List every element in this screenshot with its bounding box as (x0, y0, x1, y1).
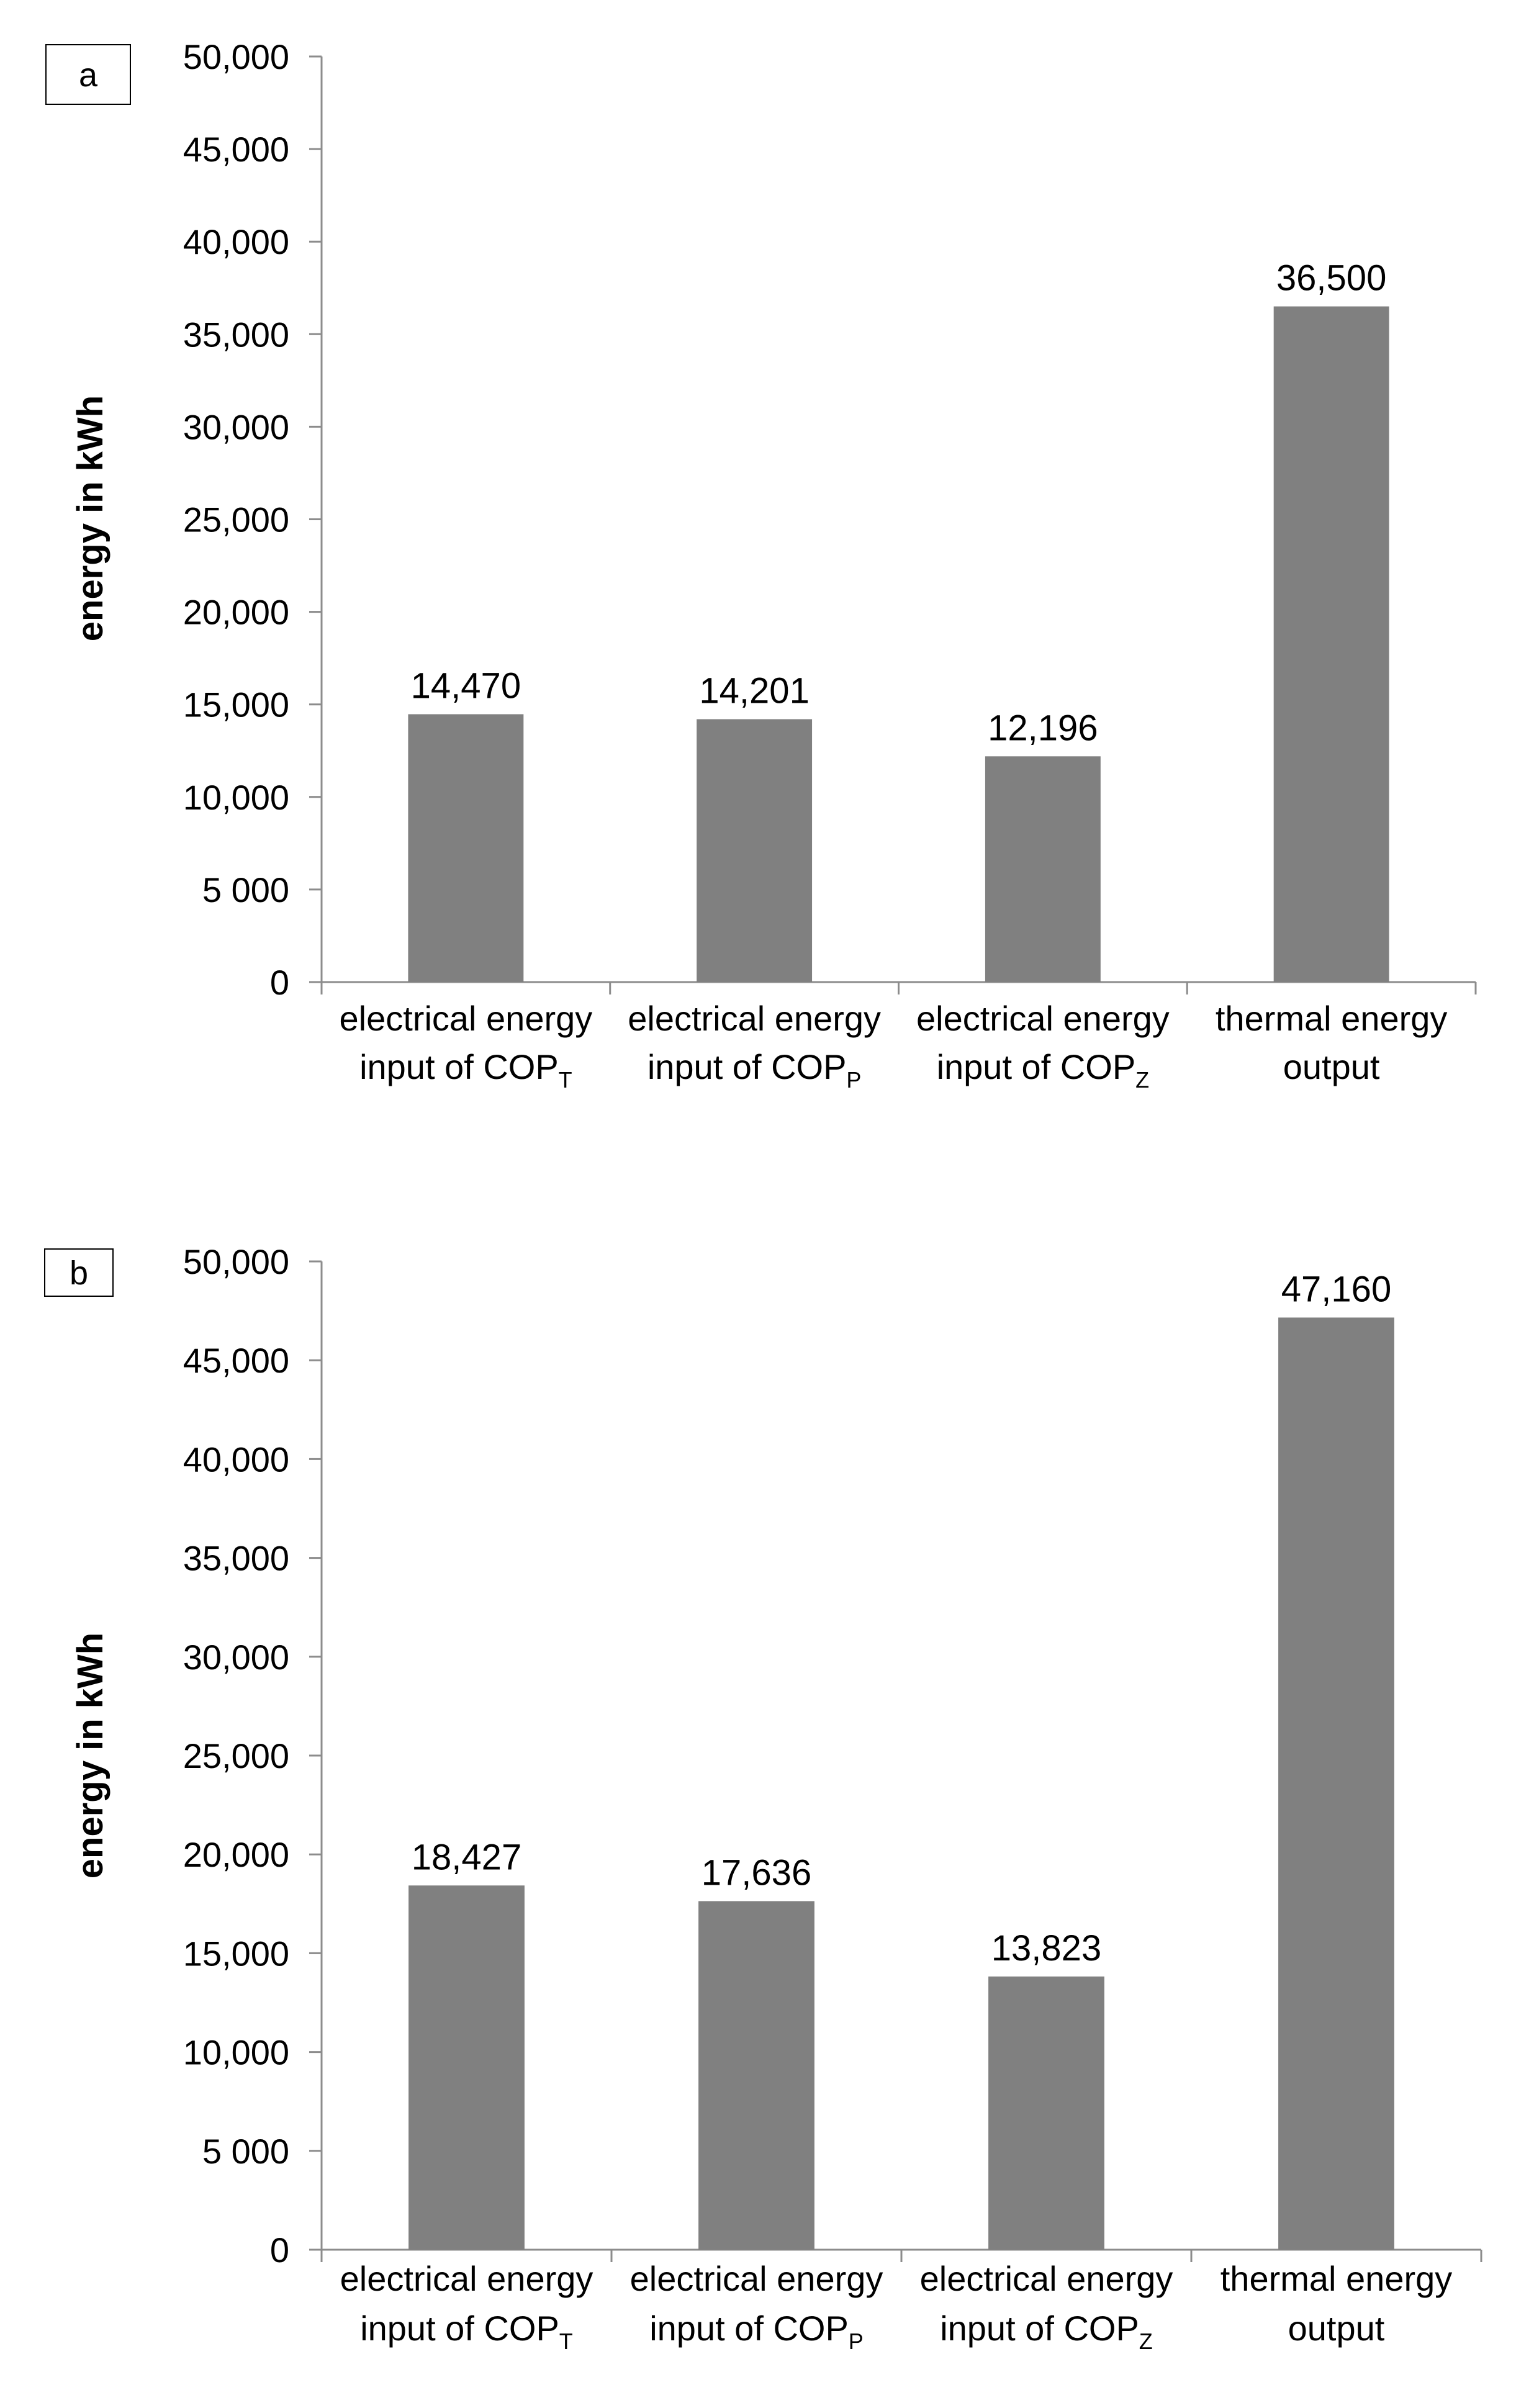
y-tick-label: 10,000 (183, 2033, 289, 2072)
category-label-line2: output (1288, 2309, 1385, 2348)
bar-value-label: 47,160 (1281, 1269, 1391, 1309)
y-axis-title: energy in kWh (70, 1633, 111, 1878)
bar (1278, 1317, 1394, 2250)
y-tick-label: 15,000 (183, 1934, 289, 1973)
y-tick-label: 5 000 (202, 870, 289, 909)
category-label-subscript: Z (1139, 2329, 1153, 2354)
category-label-subscript: T (559, 1067, 572, 1093)
category-label-subscript: P (849, 2329, 864, 2354)
panel-label-box (45, 44, 131, 105)
category-label-line1: electrical energy (340, 999, 593, 1038)
chart-panel-b: b 0 5 000 10,000 15,000 20,000 25,000 30,000 35,… (44, 1242, 1482, 2354)
bar-value-label: 36,500 (1276, 258, 1386, 299)
category-label-line1: thermal energy (1216, 999, 1448, 1038)
category-label-line2: input of COPT (360, 2309, 573, 2354)
y-tick-label: 40,000 (183, 222, 289, 261)
y-axis-title: energy in kWh (70, 395, 111, 641)
bar-value-label: 14,201 (699, 671, 809, 711)
y-tick-label: 35,000 (183, 1539, 289, 1578)
y-tick-label: 45,000 (183, 1341, 289, 1380)
category-label-line2: input of COPT (359, 1047, 572, 1093)
y-tick-label: 30,000 (183, 1638, 289, 1677)
bar (698, 1901, 814, 2250)
y-tick-label: 20,000 (183, 1835, 289, 1874)
category-label-line1: electrical energy (920, 2259, 1173, 2298)
bar (985, 756, 1101, 982)
y-tick-label: 5 000 (202, 2132, 289, 2171)
y-tick-label: 0 (270, 2230, 289, 2270)
panel-label-box (44, 1248, 114, 1297)
panel-label: b (70, 1255, 88, 1292)
y-tick-label: 50,000 (183, 1242, 289, 1281)
bar-value-label: 14,470 (411, 666, 521, 706)
y-tick-label: 10,000 (183, 778, 289, 817)
category-label-line2: input of COPP (647, 1047, 862, 1093)
bar (408, 714, 524, 982)
chart-panel-a: a 0 5 000 10,000 15,000 20,000 25,000 30,000 35,… (45, 37, 1477, 1093)
panel-label: a (79, 56, 98, 94)
category-label-line2: input of COPP (649, 2309, 864, 2354)
bar-value-label: 18,427 (412, 1837, 521, 1877)
category-label-line2: output (1283, 1047, 1380, 1086)
y-tick-label: 25,000 (183, 500, 289, 539)
bar (697, 719, 813, 982)
bar-value-label: 17,636 (702, 1852, 811, 1893)
category-label-line1: electrical energy (628, 999, 881, 1038)
y-tick-label: 35,000 (183, 315, 289, 354)
category-label-line2: input of COPZ (940, 2309, 1153, 2354)
category-label-line1: electrical energy (916, 999, 1170, 1038)
y-tick-label: 20,000 (183, 593, 289, 632)
bar (988, 1976, 1104, 2250)
y-tick-label: 25,000 (183, 1736, 289, 1775)
y-tick-label: 0 (270, 963, 289, 1002)
y-tick-label: 15,000 (183, 685, 289, 724)
y-tick-label: 50,000 (183, 37, 289, 76)
bar-value-label: 13,823 (991, 1928, 1101, 1968)
bar (1273, 306, 1389, 982)
bar-value-label: 12,196 (988, 708, 1098, 748)
bar (408, 1885, 525, 2250)
category-label-line1: electrical energy (340, 2259, 593, 2298)
category-label-line1: thermal energy (1220, 2259, 1453, 2298)
category-label-subscript: P (846, 1067, 861, 1093)
category-label-subscript: T (559, 2329, 573, 2354)
category-label-line1: electrical energy (630, 2259, 883, 2298)
y-tick-label: 40,000 (183, 1440, 289, 1479)
category-label-subscript: Z (1135, 1067, 1149, 1093)
y-tick-label: 45,000 (183, 130, 289, 169)
y-tick-label: 30,000 (183, 407, 289, 446)
category-label-line2: input of COPZ (937, 1047, 1150, 1093)
